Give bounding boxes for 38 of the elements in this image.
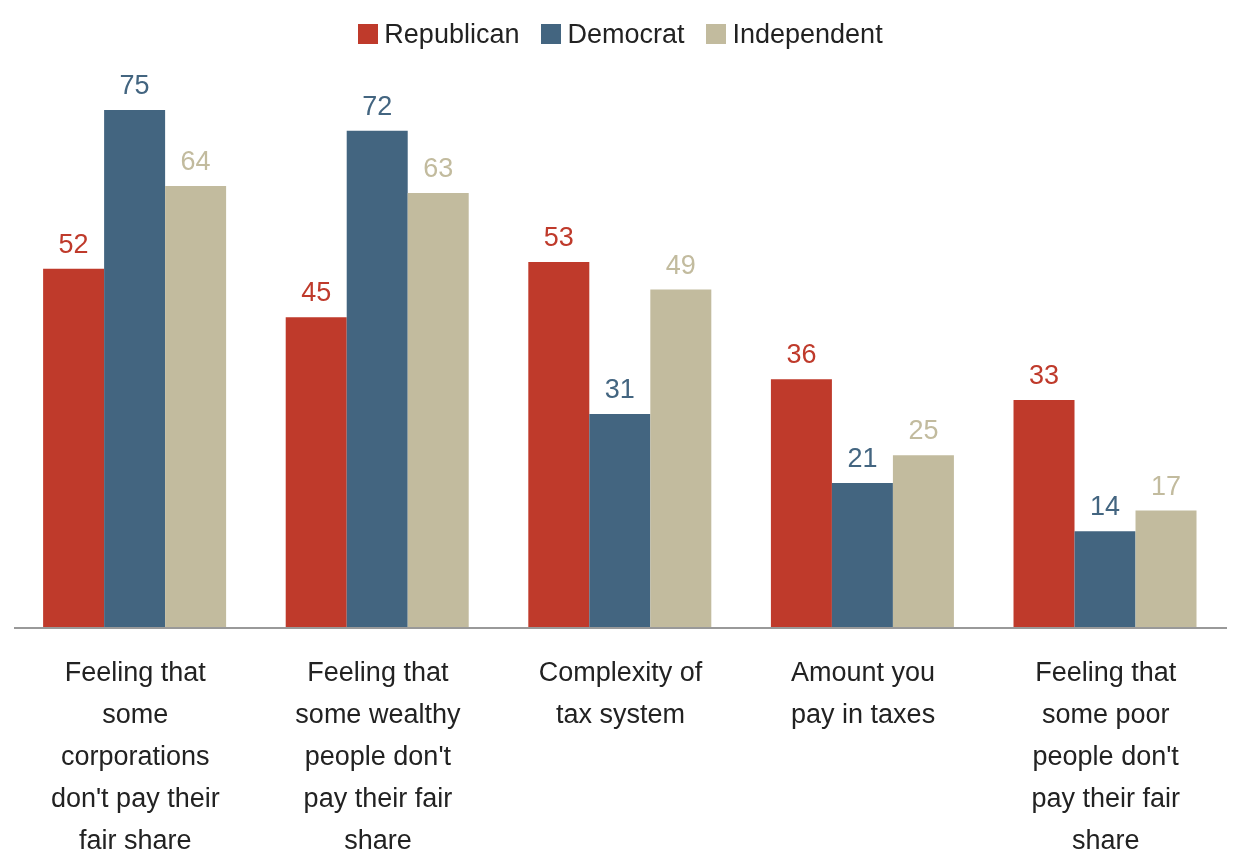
- bar: [407, 192, 469, 628]
- data-label: 31: [604, 373, 635, 404]
- data-label: 53: [543, 221, 574, 252]
- data-label: 25: [908, 415, 939, 446]
- bar: [104, 110, 166, 628]
- bar: [892, 455, 954, 628]
- bar: [346, 130, 408, 628]
- data-label: 49: [665, 249, 696, 280]
- data-label: 45: [301, 277, 332, 308]
- data-label: 21: [847, 442, 878, 473]
- data-label: 72: [362, 90, 393, 121]
- bar: [589, 413, 651, 628]
- x-tick-label: Feeling that some corporations don't pay their fair share: [50, 657, 220, 855]
- bar: [1074, 531, 1136, 628]
- bar: [650, 289, 712, 628]
- data-label: 64: [180, 145, 211, 176]
- legend-label: Republican: [384, 18, 520, 50]
- bar: [43, 268, 105, 628]
- data-label: 36: [786, 339, 817, 370]
- legend-label: Democrat: [567, 18, 685, 50]
- bar: [165, 185, 227, 628]
- bar: [1013, 400, 1075, 628]
- data-label: 14: [1089, 491, 1121, 522]
- bar: [770, 379, 832, 628]
- bar: [285, 317, 347, 628]
- x-tick-label: Amount you pay in taxes: [791, 657, 936, 729]
- data-label: 63: [423, 152, 454, 183]
- data-label: 17: [1150, 470, 1182, 501]
- legend-label: Independent: [732, 18, 883, 50]
- bar: [1135, 510, 1197, 628]
- data-label: 52: [58, 228, 89, 259]
- data-label: 33: [1028, 360, 1060, 391]
- bar: [831, 482, 893, 628]
- x-tick-label: Feeling that some poor people don't pay their fair share: [1031, 657, 1180, 855]
- x-tick-label: Feeling that some wealthy people don't pay their fair share: [295, 657, 461, 855]
- x-tick-label: Complexity of tax system: [538, 657, 703, 729]
- data-label: 75: [119, 70, 150, 100]
- bar: [528, 261, 590, 628]
